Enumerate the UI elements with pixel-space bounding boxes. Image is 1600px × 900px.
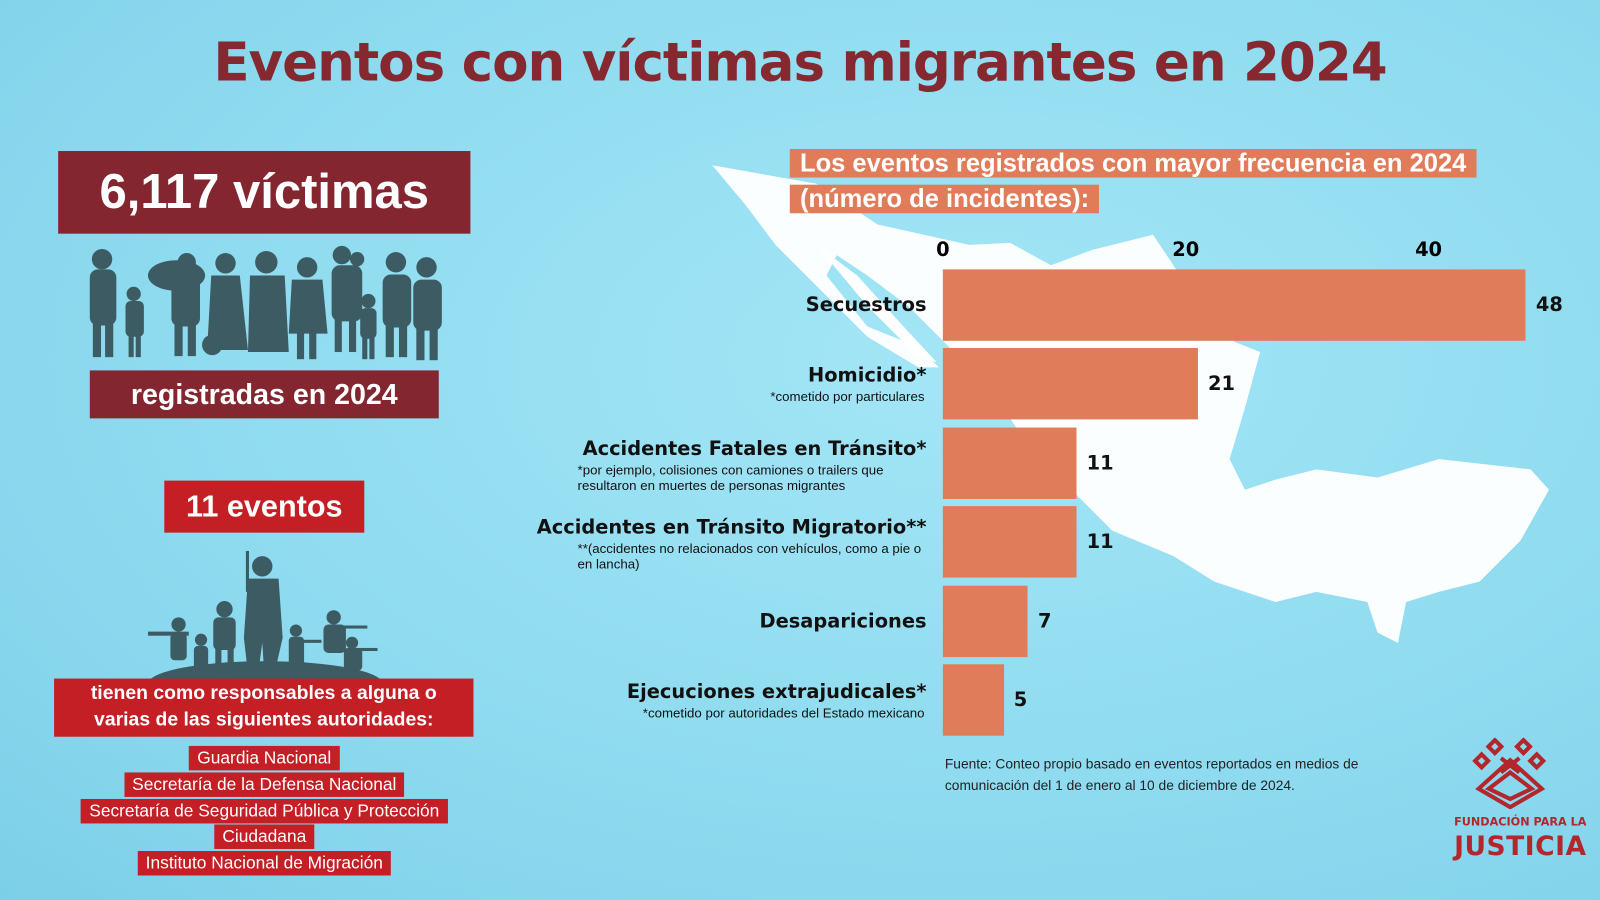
data-label: 21 <box>1208 372 1236 396</box>
authority-label: Secretaría de Seguridad Pública y Protec… <box>81 798 448 824</box>
x-tick-label: 0 <box>936 238 950 262</box>
authority-item: Instituto Nacional de Migración <box>0 851 529 876</box>
soldiers-silhouette-icon <box>147 551 382 681</box>
victims-count-box: 6,117 víctimas <box>58 151 471 234</box>
authority-item: Secretaría de Seguridad Pública y Protec… <box>0 798 529 824</box>
category-label: Ejecuciones extrajudicales* <box>626 680 927 704</box>
data-label: 7 <box>1038 609 1052 633</box>
chart-title: Los eventos registrados con mayor frecue… <box>789 146 1525 217</box>
registered-label: registradas en 2024 <box>89 370 439 419</box>
logo-line2: JUSTICIA <box>1454 831 1587 863</box>
category-note: **(accidentes no relacionados con vehícu… <box>577 541 922 572</box>
fundacion-logo-icon <box>1472 737 1547 810</box>
authority-label: Secretaría de la Defensa Nacional <box>124 772 405 797</box>
authority-label: Ciudadana <box>214 824 315 849</box>
category-note: *cometido por particulares <box>770 389 925 405</box>
logo-line1: FUNDACIÓN PARA LA <box>1454 815 1587 829</box>
data-label: 48 <box>1535 293 1563 317</box>
category-label: Accidentes Fatales en Tránsito* <box>582 437 927 460</box>
events-count-box: 11 eventos <box>164 480 365 533</box>
category-label: Accidentes en Tránsito Migratorio** <box>536 516 927 539</box>
chart-title-text: Los eventos registrados con mayor frecue… <box>789 148 1477 214</box>
authority-item: Ciudadana <box>0 824 529 849</box>
page-title: Eventos con víctimas migrantes en 2024 <box>213 32 1387 94</box>
x-tick-label: 40 <box>1415 238 1443 262</box>
x-tick-label: 20 <box>1172 238 1200 262</box>
data-label: 11 <box>1086 530 1114 554</box>
authority-item: Secretaría de la Defensa Nacional <box>0 772 529 797</box>
category-note: *cometido por autoridades del Estado mex… <box>642 705 925 721</box>
responsible-authorities-label: tienen como responsables a alguna o vari… <box>54 678 474 737</box>
source-note: Fuente: Conteo propio basado en eventos … <box>944 756 1359 793</box>
bar <box>942 664 1004 736</box>
data-label: 11 <box>1086 451 1114 475</box>
authority-item: Guardia Nacional <box>0 745 529 771</box>
data-label: 5 <box>1013 688 1028 712</box>
bar <box>942 427 1077 499</box>
bar <box>942 269 1526 341</box>
category-label: Desapariciones <box>759 609 927 633</box>
authority-label: Instituto Nacional de Migración <box>137 851 392 876</box>
category-note: *por ejemplo, colisiones con camiones o … <box>577 462 884 493</box>
category-label: Homicidio* <box>807 364 927 388</box>
bar <box>942 585 1028 657</box>
category-label: Secuestros <box>805 293 927 317</box>
migrants-silhouette-icon <box>89 245 442 361</box>
authority-label: Guardia Nacional <box>189 745 340 771</box>
bar <box>942 506 1077 578</box>
bar <box>942 348 1198 420</box>
